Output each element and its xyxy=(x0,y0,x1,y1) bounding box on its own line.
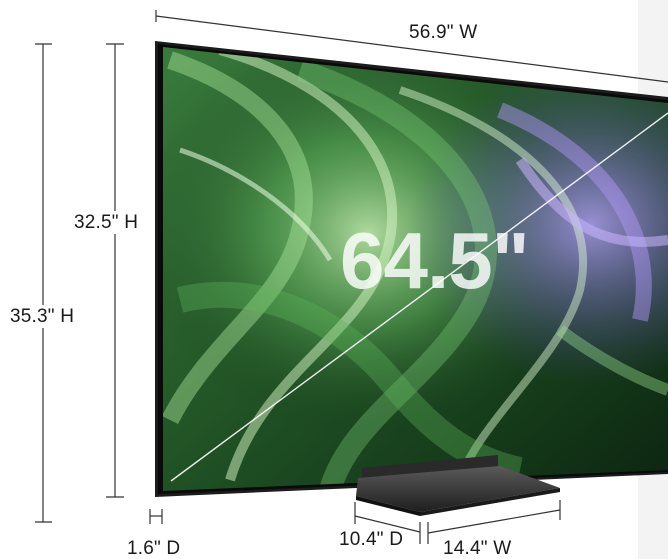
tv-stand xyxy=(356,455,560,516)
depth-label: 1.6" D xyxy=(127,538,181,559)
tv-screen xyxy=(163,47,668,491)
screen-height-label: 32.5" H xyxy=(70,211,143,234)
screen-diagonal-label: 64.5" xyxy=(340,216,530,305)
dimension-lines xyxy=(35,10,668,544)
total-height-label: 35.3" H xyxy=(7,305,78,328)
stand-width-label: 14.4" W xyxy=(443,538,512,559)
stand-depth-label: 10.4" D xyxy=(339,529,404,550)
width-label: 56.9" W xyxy=(406,21,481,44)
